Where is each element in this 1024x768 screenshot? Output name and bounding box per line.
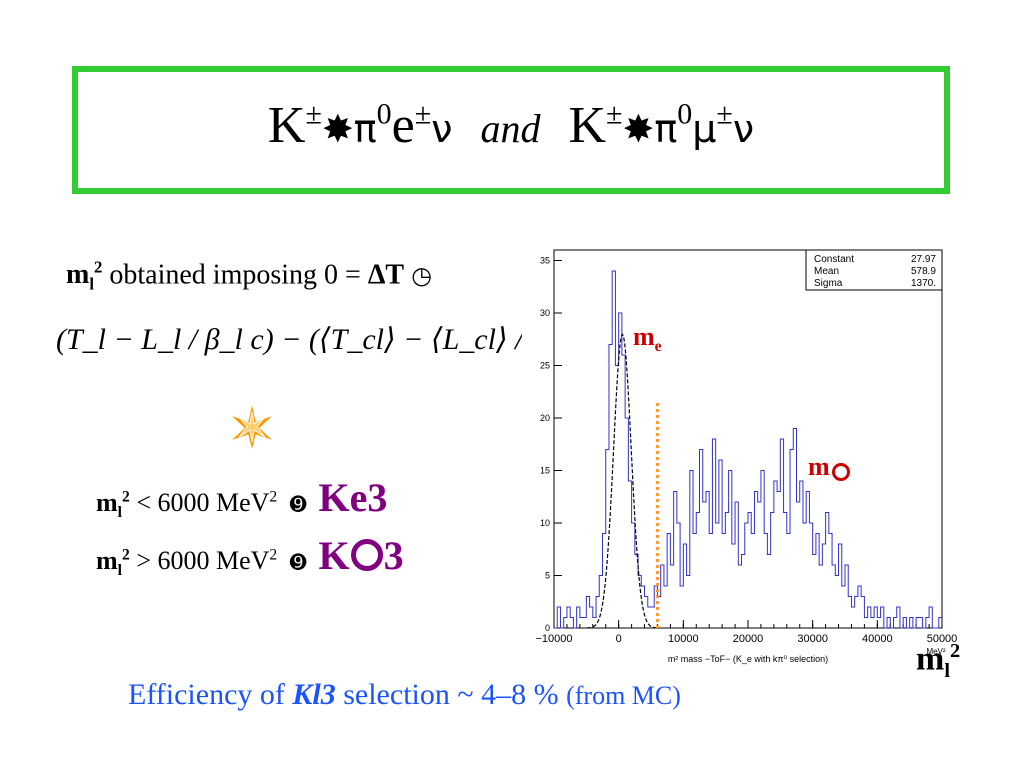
slide-title: K±✸π0e±ν and K±✸π0μ±ν (72, 96, 950, 155)
gaussian-fit-curve (586, 333, 658, 629)
me-peak-label: me (633, 322, 662, 356)
ke3-label: Ke3 (318, 475, 388, 520)
ml2-axis-label: ml2 (916, 640, 961, 683)
stats-box (805, 249, 943, 291)
mmu-peak-label: m (808, 452, 850, 482)
y-tick-label: 5 (545, 571, 550, 581)
stats-value: 1370. (911, 278, 936, 289)
x-tick-label: 30000 (797, 633, 828, 645)
x-axis-label: m² mass −ToF− (K_e with kπ⁰ selection) (668, 654, 828, 664)
cut-row-ke3: ml2 < 6000 MeV2 ➒ Ke3 (96, 475, 388, 522)
efficiency-line: Efficiency of Kl3 selection ~ 4–8 % (fro… (128, 678, 681, 711)
arrow-icon: ➒ (289, 550, 307, 574)
y-tick-label: 15 (540, 466, 550, 476)
mu-ring-icon (831, 463, 850, 481)
y-tick-label: 30 (540, 308, 550, 318)
x-tick-label: −10000 (535, 633, 572, 645)
title-frame (72, 66, 950, 194)
x-tick-label: 10000 (668, 633, 699, 645)
ml-formula: (T_l − L_l / β_l c) − (⟨T_cl⟩ − ⟨L_cl⟩ /… (56, 323, 555, 356)
ml-definition-line: ml2 obtained imposing 0 = ΔT ◷ (66, 258, 433, 294)
title-and: and (480, 106, 541, 151)
x-tick-label: 50000 (927, 633, 958, 645)
x-tick-label: 0 (616, 633, 622, 645)
y-tick-label: 20 (540, 413, 550, 423)
x-axis-unit: MeV² (926, 647, 945, 656)
x-tick-label: 40000 (862, 633, 893, 645)
stats-value: 27.97 (911, 254, 936, 265)
clock-icon: ◷ (411, 261, 433, 290)
ml2-histogram: −10000 0 10000 20000 30000 40000 5000005101520… (522, 242, 970, 670)
x-tick-label: 20000 (733, 633, 764, 645)
stats-label: Sigma (814, 278, 843, 289)
ring-icon (350, 539, 383, 571)
stats-value: 578.9 (911, 266, 936, 277)
title-right-decay: K±✸π0μ±ν (568, 97, 755, 154)
stats-label: Constant (814, 254, 854, 265)
title-left-decay: K±✸π0e±ν (267, 97, 453, 154)
y-tick-label: 25 (540, 361, 550, 371)
arrow-icon: ➒ (289, 492, 307, 516)
y-tick-label: 35 (540, 256, 550, 266)
stats-label: Mean (814, 266, 839, 277)
y-tick-label: 10 (540, 518, 550, 528)
y-tick-label: 0 (545, 623, 550, 633)
orange-star-icon (229, 402, 275, 452)
histogram-series (554, 270, 942, 629)
title-star-glyph-right: ✸ (622, 107, 655, 151)
title-star-glyph-left: ✸ (321, 107, 354, 151)
